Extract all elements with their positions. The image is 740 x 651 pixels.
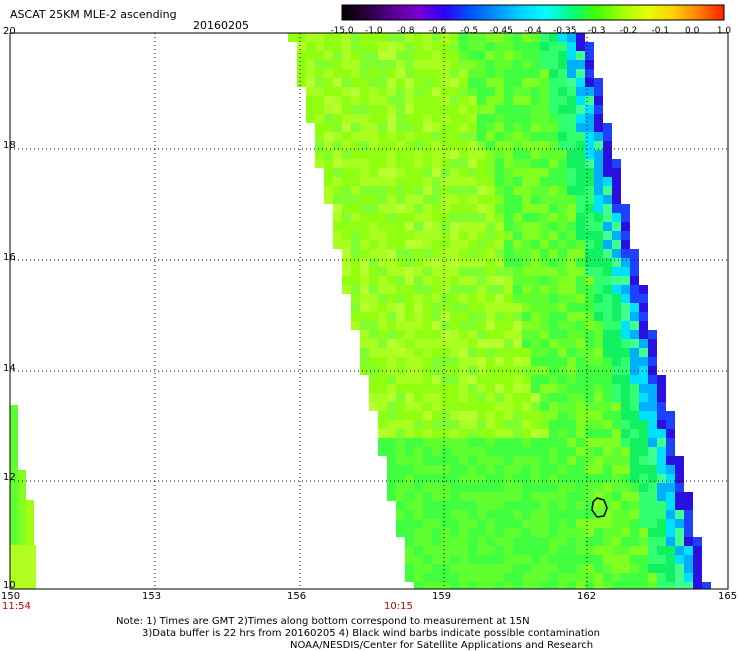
lon-label-153: 153: [142, 591, 162, 602]
map-title: ASCAT 25KM MLE-2 ascending: [10, 8, 177, 21]
contamination-contour: [591, 497, 608, 518]
colorbar-label: -0.4: [524, 26, 542, 36]
colorbar-label: 1.0: [716, 26, 732, 36]
lon-label-165: 165: [718, 591, 738, 602]
colorbar-label: -0.1: [651, 26, 670, 36]
colorbar-label: -0.35: [553, 26, 577, 36]
colorbar: [341, 4, 725, 21]
colorbar-label: -15.0: [330, 26, 354, 36]
note-line-3: NOAA/NESDIS/Center for Satellite Applica…: [290, 640, 594, 651]
lat-lon-grid: [10, 33, 728, 589]
time-label-1154: 11:54: [2, 601, 31, 612]
note-line-1: Note: 1) Times are GMT 2)Times along bot…: [116, 616, 530, 627]
colorbar-label: -0.45: [489, 26, 513, 36]
lat-label-10: 10: [3, 580, 16, 591]
time-label-1015: 10:15: [384, 601, 413, 612]
note-line-2: 3)Data buffer is 22 hrs from 20160205 4)…: [142, 628, 600, 639]
lon-label-156: 156: [287, 591, 307, 602]
lat-label-18: 18: [3, 140, 16, 151]
colorbar-label: -0.8: [396, 26, 415, 36]
colorbar-bar: [341, 4, 725, 21]
colorbar-label: -0.3: [587, 26, 606, 36]
lat-label-20: 20: [3, 26, 16, 37]
map-date: 20160205: [193, 19, 249, 32]
lat-label-14: 14: [3, 363, 16, 374]
lat-label-12: 12: [3, 472, 16, 483]
colorbar-label: -0.6: [428, 26, 447, 36]
lon-label-162: 162: [577, 591, 597, 602]
lat-label-16: 16: [3, 252, 16, 263]
colorbar-label: -0.5: [460, 26, 479, 36]
lon-label-159: 159: [432, 591, 452, 602]
lon-label-150: 150: [1, 591, 21, 602]
colorbar-label: -0.2: [619, 26, 638, 36]
colorbar-label: 0.0: [684, 26, 700, 36]
colorbar-label: -1.0: [365, 26, 383, 36]
plot-frame: [9, 32, 729, 590]
